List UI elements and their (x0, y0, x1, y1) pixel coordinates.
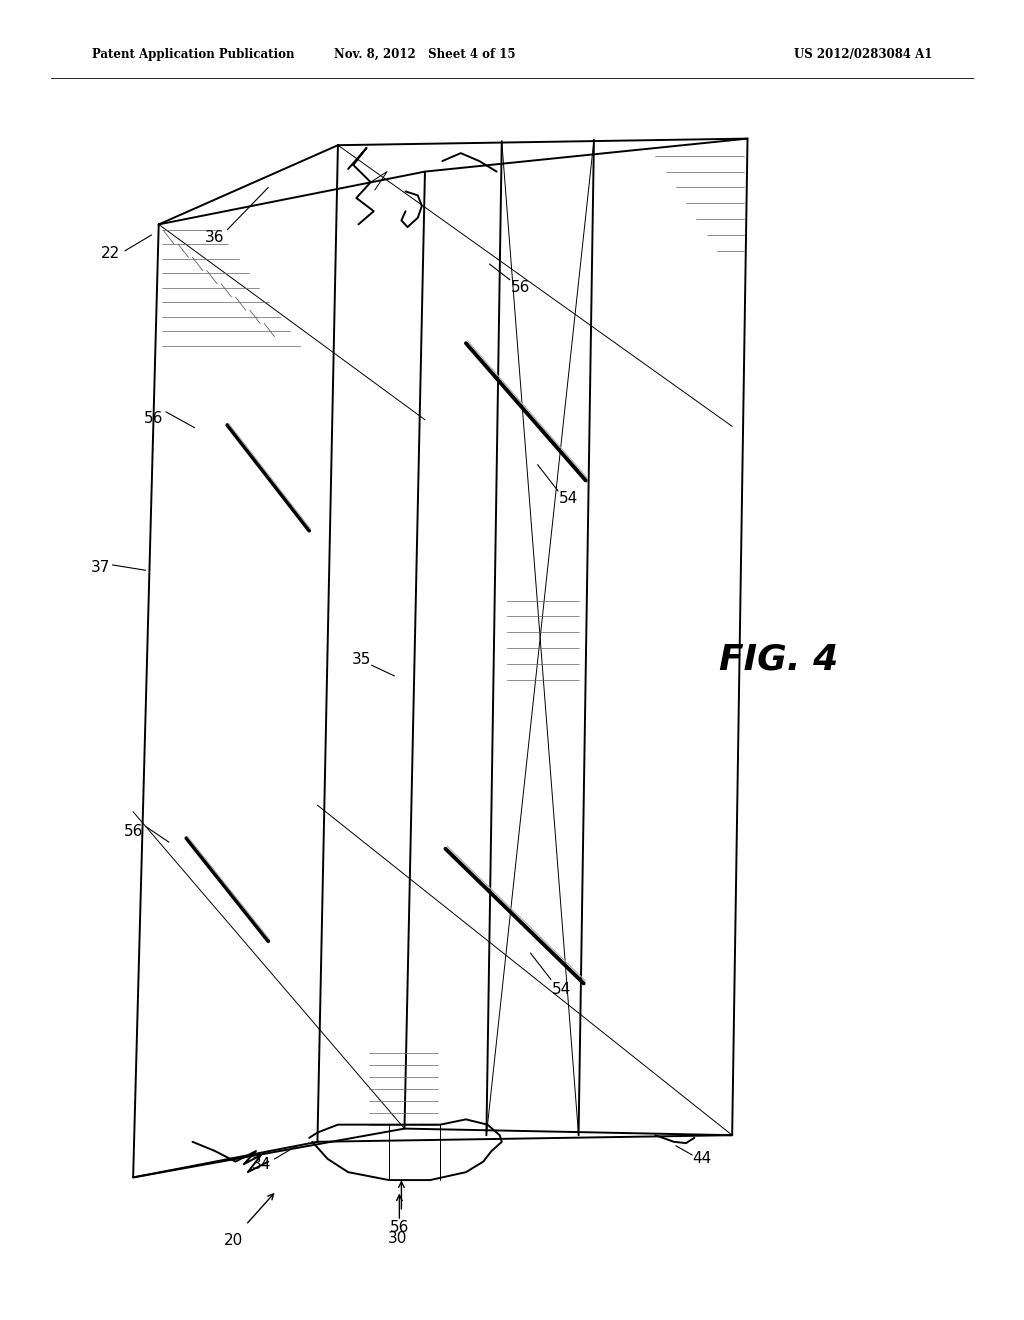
Text: 56: 56 (511, 280, 529, 296)
Text: 37: 37 (91, 560, 110, 576)
Text: 54: 54 (552, 982, 570, 998)
Text: 20: 20 (224, 1233, 243, 1249)
Text: Nov. 8, 2012   Sheet 4 of 15: Nov. 8, 2012 Sheet 4 of 15 (334, 49, 516, 61)
Text: US 2012/0283084 A1: US 2012/0283084 A1 (794, 49, 932, 61)
Text: 22: 22 (101, 246, 120, 261)
Text: 34: 34 (252, 1156, 270, 1172)
Text: 56: 56 (124, 824, 142, 840)
Text: Patent Application Publication: Patent Application Publication (92, 49, 295, 61)
Text: FIG. 4: FIG. 4 (719, 643, 838, 677)
Text: 35: 35 (352, 652, 371, 668)
Text: 30: 30 (388, 1230, 407, 1246)
Text: 44: 44 (692, 1151, 711, 1167)
Text: 54: 54 (559, 491, 578, 507)
Text: 36: 36 (205, 230, 225, 246)
Text: 56: 56 (144, 411, 163, 426)
Text: 56: 56 (390, 1220, 409, 1236)
